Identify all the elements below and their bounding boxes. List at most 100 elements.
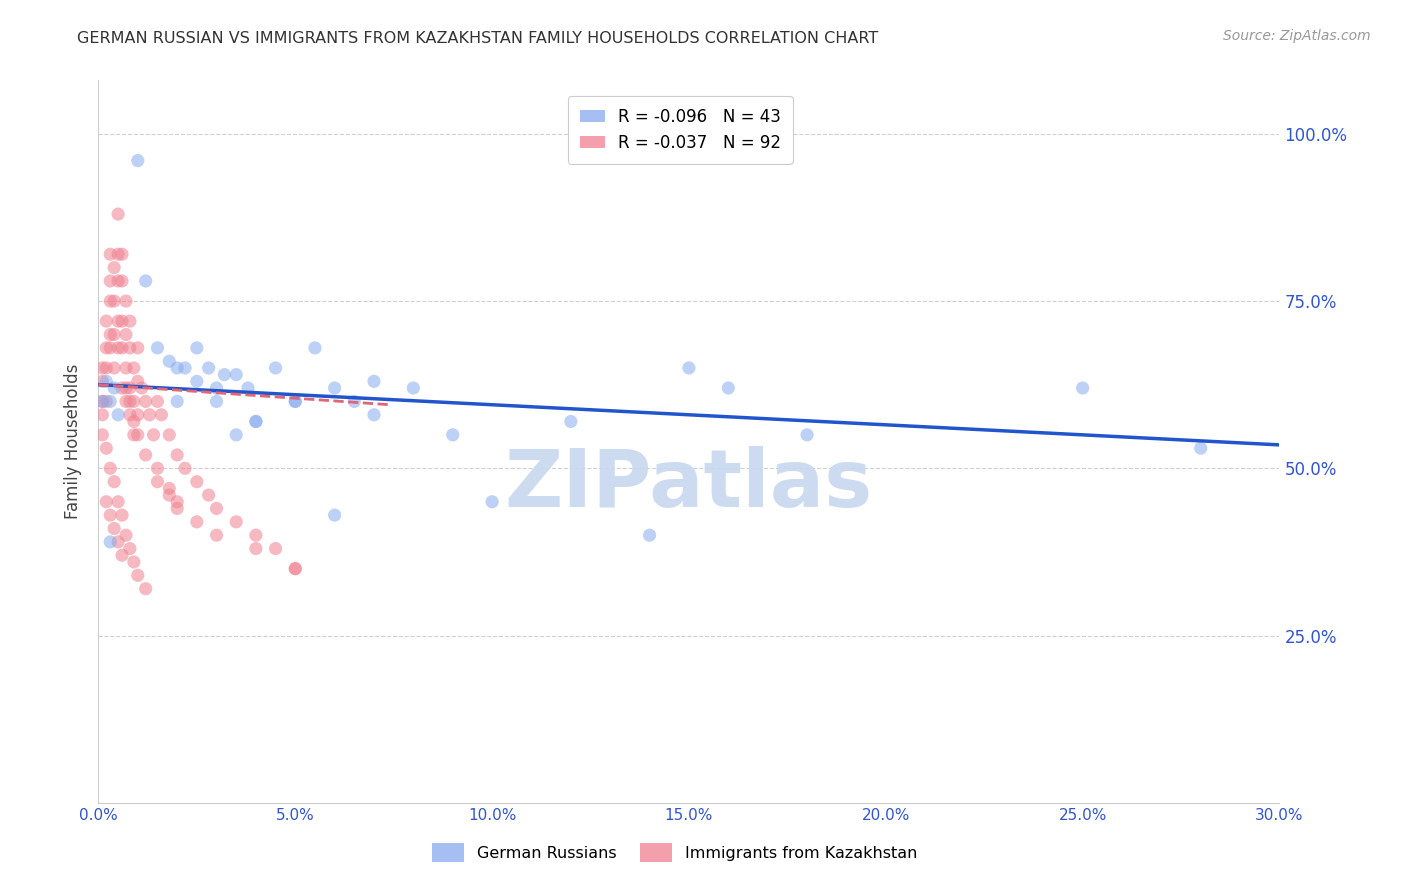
Point: [157, 488, 180, 502]
Point: [127, 427, 149, 442]
Point: [103, 361, 125, 376]
Point: [127, 568, 149, 582]
Point: [638, 528, 661, 542]
Point: [122, 394, 145, 409]
Point: [91, 361, 114, 376]
Point: [103, 381, 125, 395]
Point: [157, 482, 180, 496]
Point: [225, 515, 247, 529]
Point: [115, 361, 138, 376]
Point: [91, 394, 114, 409]
Point: [245, 414, 267, 429]
Point: [98, 274, 121, 288]
Y-axis label: Family Households: Family Households: [65, 364, 83, 519]
Point: [98, 294, 121, 309]
Point: [111, 508, 134, 523]
Point: [103, 260, 125, 275]
Point: [103, 521, 125, 535]
Point: [127, 153, 149, 168]
Point: [245, 541, 267, 556]
Point: [107, 274, 129, 288]
Text: ZIPatlas: ZIPatlas: [505, 446, 873, 524]
Point: [166, 394, 188, 409]
Point: [118, 381, 141, 395]
Point: [96, 361, 118, 376]
Point: [96, 442, 118, 455]
Point: [103, 475, 125, 489]
Point: [91, 394, 114, 409]
Point: [118, 408, 141, 422]
Point: [157, 427, 180, 442]
Point: [142, 427, 165, 442]
Point: [146, 461, 169, 475]
Point: [103, 327, 125, 342]
Point: [245, 528, 267, 542]
Point: [225, 427, 247, 442]
Point: [118, 341, 141, 355]
Point: [91, 408, 114, 422]
Point: [122, 414, 145, 429]
Point: [111, 274, 134, 288]
Point: [118, 541, 141, 556]
Point: [107, 207, 129, 221]
Point: [135, 274, 157, 288]
Point: [150, 408, 173, 422]
Point: [96, 341, 118, 355]
Point: [363, 408, 385, 422]
Point: [115, 327, 138, 342]
Legend: R = -0.096   N = 43, R = -0.037   N = 92: R = -0.096 N = 43, R = -0.037 N = 92: [568, 95, 793, 163]
Point: [107, 314, 129, 328]
Point: [166, 448, 188, 462]
Point: [304, 341, 326, 355]
Point: [796, 427, 818, 442]
Point: [111, 341, 134, 355]
Text: GERMAN RUSSIAN VS IMMIGRANTS FROM KAZAKHSTAN FAMILY HOUSEHOLDS CORRELATION CHART: GERMAN RUSSIAN VS IMMIGRANTS FROM KAZAKH…: [77, 31, 879, 46]
Point: [107, 494, 129, 508]
Point: [96, 394, 118, 409]
Point: [127, 341, 149, 355]
Point: [127, 408, 149, 422]
Point: [174, 361, 197, 376]
Point: [146, 341, 169, 355]
Point: [111, 314, 134, 328]
Point: [205, 381, 228, 395]
Point: [138, 408, 160, 422]
Point: [264, 541, 287, 556]
Point: [197, 361, 219, 376]
Point: [107, 247, 129, 261]
Point: [166, 494, 188, 508]
Point: [111, 247, 134, 261]
Point: [135, 582, 157, 596]
Point: [91, 375, 114, 389]
Point: [98, 394, 121, 409]
Point: [98, 534, 121, 549]
Point: [115, 381, 138, 395]
Point: [323, 508, 346, 523]
Legend: German Russians, Immigrants from Kazakhstan: German Russians, Immigrants from Kazakhs…: [426, 837, 924, 868]
Point: [111, 381, 134, 395]
Point: [197, 488, 219, 502]
Point: [91, 427, 114, 442]
Point: [1189, 442, 1212, 455]
Point: [174, 461, 197, 475]
Point: [111, 548, 134, 563]
Point: [166, 361, 188, 376]
Point: [186, 375, 208, 389]
Point: [186, 515, 208, 529]
Point: [363, 375, 385, 389]
Point: [98, 341, 121, 355]
Point: [122, 361, 145, 376]
Point: [560, 414, 582, 429]
Point: [115, 528, 138, 542]
Point: [236, 381, 259, 395]
Point: [205, 501, 228, 516]
Point: [481, 494, 503, 508]
Point: [131, 381, 153, 395]
Point: [103, 294, 125, 309]
Point: [205, 394, 228, 409]
Point: [186, 475, 208, 489]
Point: [402, 381, 425, 395]
Point: [96, 494, 118, 508]
Point: [107, 408, 129, 422]
Point: [98, 247, 121, 261]
